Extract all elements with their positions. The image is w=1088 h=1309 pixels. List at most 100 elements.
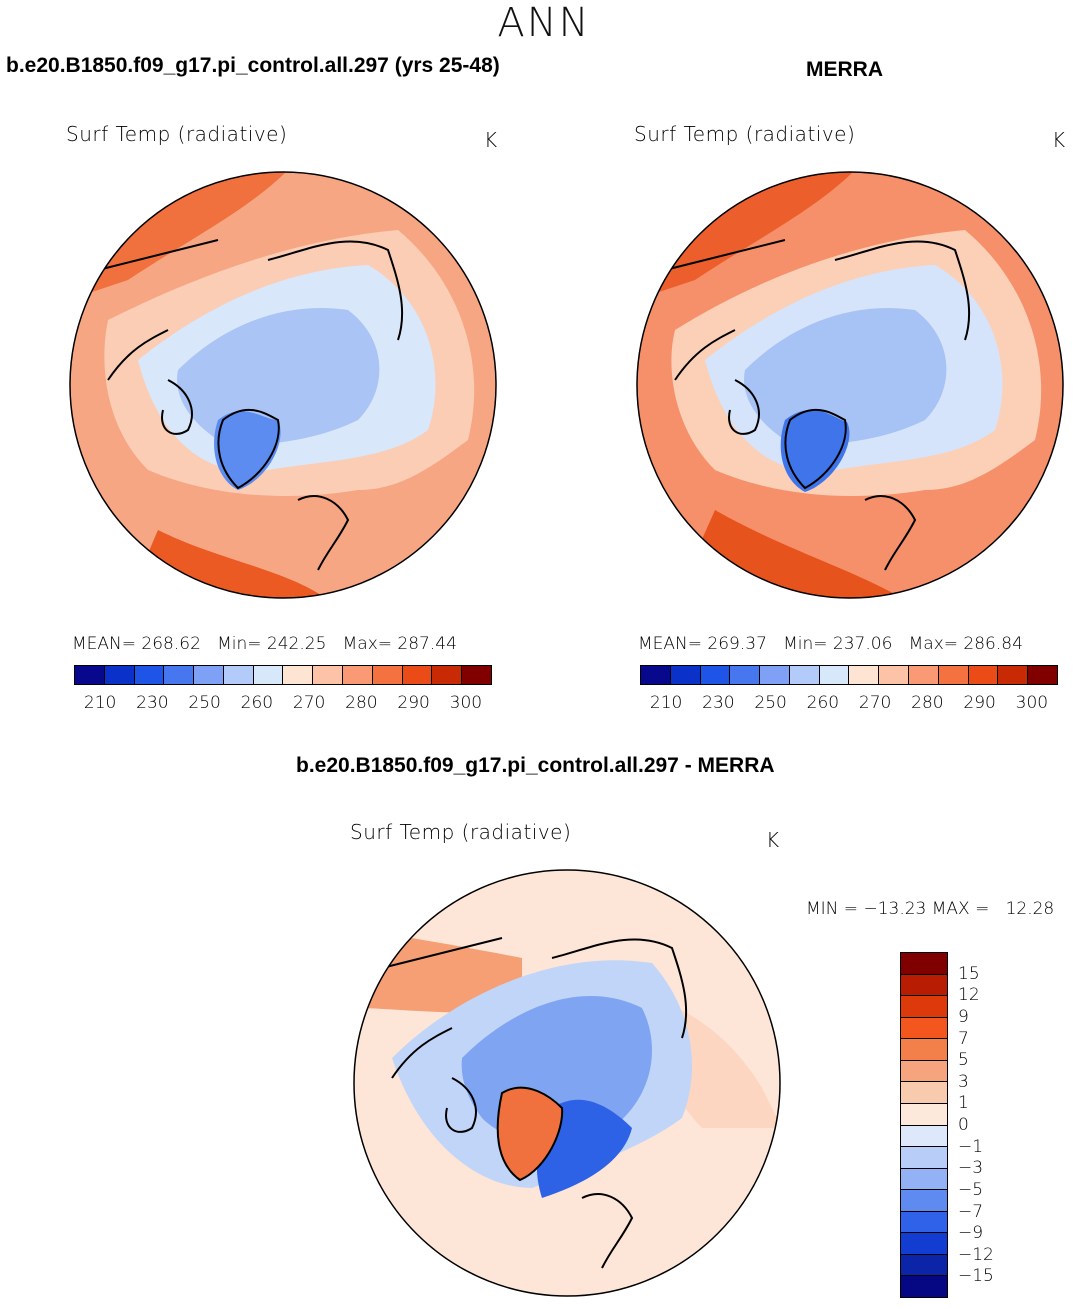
obs-colorbar-box	[849, 666, 880, 684]
obs-colorbar-box	[641, 666, 671, 684]
diff-colorbar-box	[901, 1060, 947, 1083]
diff-variable-label: Surf Temp (radiative)	[350, 820, 572, 844]
diff-colorbar-tick-label: −7	[958, 1201, 984, 1222]
model-colorbar-tick-label: 280	[345, 693, 378, 713]
diff-colorbar-tick-label: 15	[958, 963, 980, 984]
diff-colorbar-tick-label: 5	[958, 1050, 969, 1071]
obs-variable-label: Surf Temp (radiative)	[634, 122, 856, 146]
obs-colorbar-box	[670, 666, 701, 684]
diff-colorbar-boxes	[900, 952, 948, 1298]
obs-arctic-colder	[744, 308, 947, 444]
diff-colorbar-box	[901, 1017, 947, 1040]
diff-colorbar-tick-label: 7	[958, 1028, 969, 1049]
model-panel-title: b.e20.B1850.f09_g17.pi_control.all.297 (…	[6, 54, 500, 77]
model-colorbar-box	[134, 666, 165, 684]
obs-greenland-cold	[780, 409, 850, 492]
model-colorbar-box	[313, 666, 344, 684]
model-colorbar-tick-label: 250	[188, 693, 221, 713]
diff-coastline	[381, 937, 688, 1269]
obs-colorbar-tick-label: 280	[911, 693, 944, 713]
diff-colorbar-box	[901, 1147, 947, 1169]
model-stats: MEAN= 268.62 Min= 242.25 Max= 287.44	[72, 634, 457, 654]
model-polar-map	[69, 171, 497, 599]
diff-colorbar-tick-label: −5	[958, 1179, 984, 1200]
model-colorbar-boxes	[74, 665, 492, 685]
diff-polar-map	[353, 869, 781, 1297]
diff-colorbar-tick-label: −15	[958, 1266, 994, 1287]
diff-colorbar-tick-label: 3	[958, 1071, 969, 1092]
model-colorbar	[74, 665, 492, 685]
obs-colorbar-box	[700, 666, 731, 684]
model-colorbar-box	[343, 666, 373, 684]
model-colorbar-box	[164, 666, 195, 684]
model-arctic-colder	[177, 308, 380, 444]
obs-colorbar	[640, 665, 1058, 685]
diff-colorbar-box	[901, 1190, 947, 1212]
diff-panel-title: b.e20.B1850.f09_g17.pi_control.all.297 -…	[296, 754, 775, 777]
obs-stats: MEAN= 269.37 Min= 237.06 Max= 286.84	[638, 634, 1023, 654]
diff-stats: MIN = −13.23 MAX = 12.28	[806, 899, 1055, 919]
model-variable-label: Surf Temp (radiative)	[66, 122, 288, 146]
model-colorbar-box	[223, 666, 254, 684]
obs-colorbar-box	[730, 666, 761, 684]
diff-colorbar-box	[901, 1082, 947, 1104]
model-colorbar-tick-label: 210	[83, 693, 117, 713]
diff-colorbar-tick-label: −1	[958, 1136, 984, 1157]
diff-colorbar-box	[901, 1168, 947, 1191]
diff-colorbar-box	[901, 1276, 947, 1297]
obs-polar-map	[636, 171, 1064, 599]
model-colorbar-box	[75, 666, 105, 684]
obs-colorbar-box	[760, 666, 790, 684]
model-colorbar-box	[104, 666, 135, 684]
diff-colorbar-box	[901, 1254, 947, 1277]
model-colorbar-tick-label: 290	[397, 693, 430, 713]
diff-colorbar-ticks: 15 12 9 7 5 3 1 0 −1 −3 −5 −7 −9 −12 −15	[958, 952, 1018, 1298]
obs-colorbar-box	[938, 666, 969, 684]
obs-units-label: K	[1052, 128, 1066, 152]
diff-colorbar-tick-label: −3	[958, 1158, 984, 1179]
model-colorbar-tick-label: 300	[449, 693, 483, 713]
obs-colorbar-boxes	[640, 665, 1058, 685]
model-colorbar-box	[372, 666, 403, 684]
diff-colorbar-box	[901, 1039, 947, 1061]
obs-colorbar-box	[998, 666, 1029, 684]
diff-colorbar-box	[901, 953, 947, 975]
obs-colorbar-box	[968, 666, 999, 684]
model-colorbar-box	[194, 666, 224, 684]
model-colorbar-tick-label: 260	[240, 693, 274, 713]
diff-colorbar-box	[901, 1233, 947, 1255]
diff-colorbar-tick-label: 1	[958, 1093, 969, 1114]
model-colorbar-box	[432, 666, 463, 684]
obs-colorbar-ticks: 210 230 250 260 270 280 290 300	[640, 693, 1058, 717]
model-greenland-cold	[214, 411, 281, 490]
diff-colorbar-tick-label: −9	[958, 1223, 984, 1244]
obs-panel-title: MERRA	[806, 58, 883, 81]
diff-colorbar-box	[901, 1211, 947, 1234]
season-title: ANN	[497, 0, 591, 46]
obs-colorbar-box	[879, 666, 910, 684]
model-units-label: K	[484, 128, 498, 152]
obs-colorbar-box	[1028, 666, 1057, 684]
model-colorbar-box	[253, 666, 284, 684]
obs-colorbar-box	[819, 666, 850, 684]
obs-colorbar-tick-label: 260	[806, 693, 840, 713]
model-colorbar-tick-label: 230	[136, 693, 169, 713]
obs-coastline	[664, 239, 971, 571]
diff-units-label: K	[766, 828, 780, 852]
diff-colorbar-box	[901, 1125, 947, 1148]
model-colorbar-tick-label: 270	[292, 693, 326, 713]
obs-colorbar-tick-label: 290	[963, 693, 996, 713]
model-colorbar-box	[283, 666, 314, 684]
diff-colorbar-box	[901, 974, 947, 997]
diff-colorbar-box	[901, 1103, 947, 1126]
diff-colorbar	[900, 952, 948, 1298]
model-colorbar-ticks: 210 230 250 260 270 280 290 300	[74, 693, 492, 717]
obs-colorbar-tick-label: 230	[702, 693, 735, 713]
diff-colorbar-tick-label: 12	[958, 985, 980, 1006]
model-colorbar-box	[462, 666, 491, 684]
obs-colorbar-tick-label: 250	[754, 693, 787, 713]
diff-colorbar-tick-label: 9	[958, 1006, 969, 1027]
diff-colorbar-tick-label: 0	[958, 1115, 969, 1135]
obs-colorbar-box	[909, 666, 939, 684]
obs-colorbar-tick-label: 300	[1015, 693, 1049, 713]
